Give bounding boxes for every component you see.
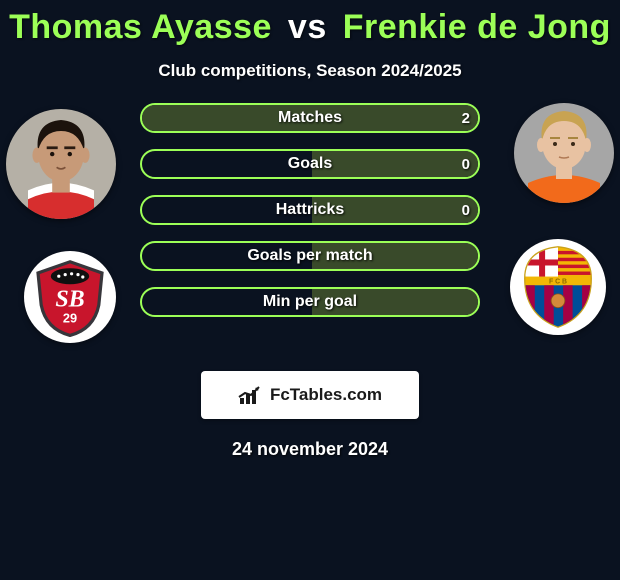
page-title: Thomas Ayasse vs Frenkie de Jong <box>0 8 620 47</box>
fctables-logo-icon <box>238 384 264 406</box>
stat-value-right: 0 <box>462 149 470 179</box>
stat-fill-right <box>312 289 478 315</box>
stat-row: Goals per match <box>140 241 480 271</box>
vs-label: vs <box>288 8 327 46</box>
stat-row: Matches2 <box>140 103 480 133</box>
player1-name: Thomas Ayasse <box>9 8 272 46</box>
player2-club-logo: F C B <box>510 239 606 335</box>
stat-fill-right <box>312 243 478 269</box>
stat-bars: Matches2 Goals0 Hattricks0 Goals per match M… <box>140 103 480 333</box>
stat-value-right: 2 <box>462 103 470 133</box>
subtitle: Club competitions, Season 2024/2025 <box>0 61 620 81</box>
stat-row: Goals0 <box>140 149 480 179</box>
branding-box: FcTables.com <box>201 371 419 419</box>
svg-text:F C B: F C B <box>549 279 567 286</box>
barcelona-logo-svg: F C B <box>515 244 601 330</box>
stat-row: Min per goal <box>140 287 480 317</box>
player1-avatar-svg <box>6 109 116 219</box>
footer-date: 24 november 2024 <box>0 439 620 460</box>
player2-avatar <box>514 103 614 203</box>
brest-logo-svg: SB 29 <box>30 257 110 337</box>
stat-value-right: 0 <box>462 195 470 225</box>
stat-fill-right <box>312 197 478 223</box>
stat-row: Hattricks0 <box>140 195 480 225</box>
comparison-card: Thomas Ayasse vs Frenkie de Jong Club co… <box>0 0 620 460</box>
player2-avatar-svg <box>514 103 614 203</box>
svg-text:SB: SB <box>55 287 84 313</box>
player1-avatar <box>6 109 116 219</box>
svg-text:29: 29 <box>63 311 77 326</box>
branding-text: FcTables.com <box>270 385 382 405</box>
player1-club-logo: SB 29 <box>24 251 116 343</box>
stat-fill-right <box>312 151 478 177</box>
stat-fill-right <box>142 105 478 131</box>
player2-name: Frenkie de Jong <box>343 8 611 46</box>
compare-area: SB 29 <box>0 109 620 369</box>
